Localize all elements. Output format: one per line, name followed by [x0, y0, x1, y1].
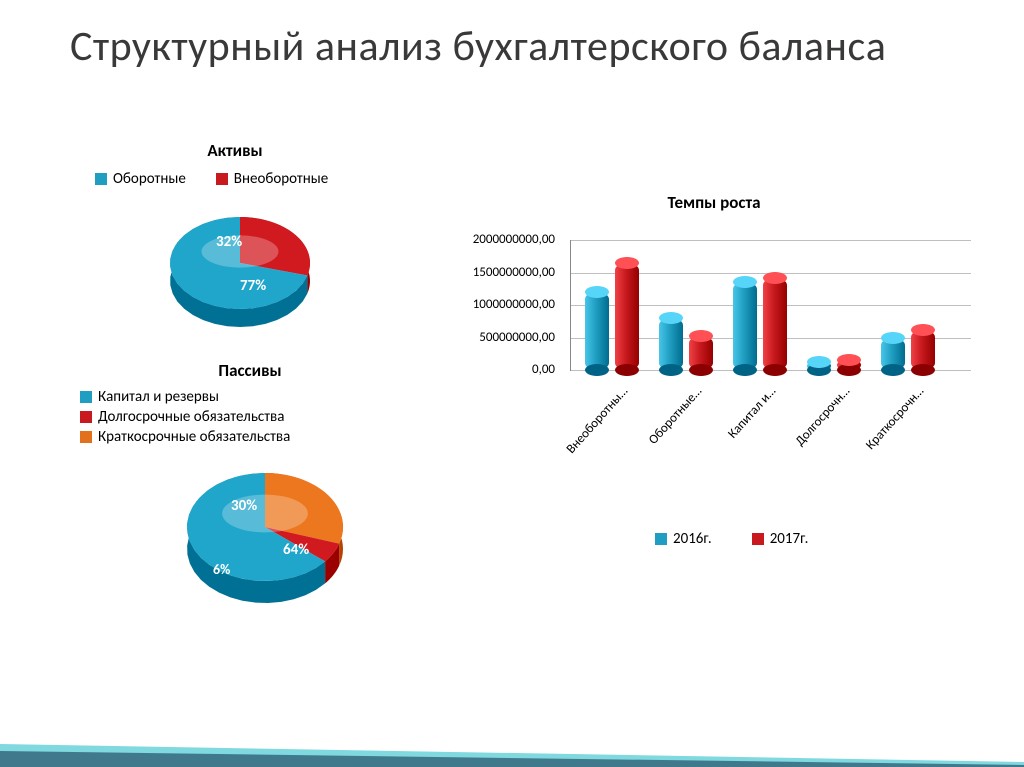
swatch-icon — [80, 391, 92, 403]
legend-item: Долгосрочные обязательства — [80, 408, 290, 426]
slice-label: 6% — [213, 561, 230, 578]
swatch-icon — [80, 431, 92, 443]
liab-legend: Капитал и резервы Долгосрочные обязатель… — [80, 388, 290, 448]
plot-area — [570, 240, 971, 371]
slice-label: 30% — [231, 497, 257, 515]
liab-title: Пассивы — [175, 360, 325, 381]
assets-legend: Оборотные Внеоборотные — [95, 170, 328, 190]
legend-label: Долгосрочные обязательства — [98, 408, 284, 426]
swatch-icon — [752, 533, 764, 545]
growth-title: Темпы роста — [614, 192, 814, 213]
swatch-icon — [655, 533, 667, 545]
bar — [585, 292, 609, 370]
slice-label: 64% — [283, 541, 309, 559]
liab-pie: 30% 6% 64% — [175, 455, 355, 615]
legend-label: Оборотные — [113, 170, 186, 188]
legend-label: 2017г. — [770, 530, 809, 548]
legend-item: 2016г. — [655, 530, 712, 548]
bar — [911, 330, 935, 370]
page-title: Структурный анализ бухгалтерского баланс… — [70, 24, 886, 70]
bar — [881, 338, 905, 371]
y-tick-label: 1500000000,00 — [435, 265, 555, 280]
bar — [733, 282, 757, 370]
swatch-icon — [80, 411, 92, 423]
growth-chart: 0,00 500000000,00 1000000000,00 1500000000,… — [435, 230, 990, 590]
legend-item: Внеоборотные — [216, 170, 328, 188]
legend-item: Оборотные — [95, 170, 186, 188]
bar — [659, 318, 683, 370]
slice-label: 77% — [240, 277, 266, 295]
bar — [807, 362, 831, 370]
y-tick-label: 1000000000,00 — [435, 297, 555, 312]
swatch-icon — [95, 173, 107, 185]
legend-item: 2017г. — [752, 530, 809, 548]
y-tick-label: 0,00 — [435, 362, 555, 377]
y-tick-label: 500000000,00 — [435, 330, 555, 345]
legend-label: 2016г. — [673, 530, 712, 548]
bar — [689, 336, 713, 370]
assets-title: Активы — [160, 140, 310, 161]
swatch-icon — [216, 173, 228, 185]
assets-pie: 32% 77% — [160, 205, 320, 335]
bar — [615, 263, 639, 370]
legend-label: Капитал и резервы — [98, 388, 219, 406]
slice-label: 32% — [216, 233, 242, 251]
legend-label: Внеоборотные — [234, 170, 328, 188]
legend-item: Краткосрочные обязательства — [80, 428, 290, 446]
bar — [837, 360, 861, 370]
y-tick-label: 2000000000,00 — [435, 232, 555, 247]
bar — [763, 278, 787, 370]
legend-label: Краткосрочные обязательства — [98, 428, 290, 446]
legend-item: Капитал и резервы — [80, 388, 290, 406]
growth-legend: 2016г. 2017г. — [655, 530, 808, 550]
accent-decoration — [0, 741, 1024, 767]
